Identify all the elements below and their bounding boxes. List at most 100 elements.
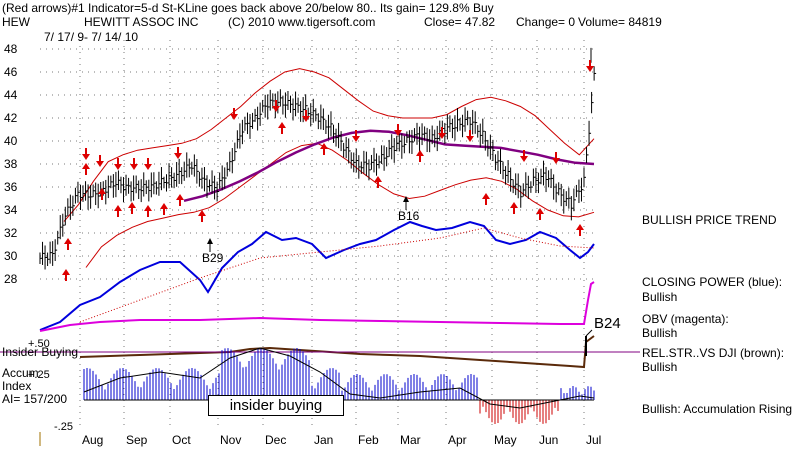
- obv-title: OBV (magenta):: [642, 312, 729, 326]
- buy-arrow-head: [160, 203, 168, 209]
- month-label-nov: Nov: [220, 433, 241, 447]
- ytick-28: 28: [4, 272, 18, 286]
- buy-arrow-head: [278, 122, 286, 128]
- buy-arrow-head: [510, 202, 518, 208]
- rel-strength-title: REL.STR..VS DJI (brown):: [642, 346, 785, 360]
- buy-arrow-head: [198, 210, 206, 216]
- buy-arrow-head: [82, 163, 90, 169]
- month-label-sep: Sep: [126, 433, 148, 447]
- month-label-feb: Feb: [358, 433, 379, 447]
- sell-arrow-head: [130, 164, 138, 170]
- change-value: Change= 0: [516, 15, 576, 29]
- moving-average: [183, 129, 595, 203]
- buy-arrow-head: [374, 176, 382, 182]
- price-bars: [39, 47, 597, 270]
- upper-band: [63, 68, 595, 222]
- ytick-32: 32: [4, 226, 18, 240]
- ytick-46: 46: [4, 65, 18, 79]
- relative-strength-line: [0, 335, 640, 369]
- accum-label: Accum: [2, 366, 39, 380]
- sell-arrow-head: [144, 164, 152, 170]
- month-label-aug: Aug: [82, 433, 103, 447]
- indicator-header: (Red arrows)#1 Indicator=5-d St-KLine go…: [2, 1, 494, 15]
- closing-power: [39, 220, 595, 331]
- buy-arrow-head: [576, 224, 584, 230]
- ytick-40: 40: [4, 134, 18, 148]
- accum-minus25-label: -.25: [54, 421, 73, 433]
- month-label-jan: Jan: [314, 433, 333, 447]
- ytick-42: 42: [4, 111, 18, 125]
- sell-arrow-head: [586, 66, 594, 72]
- chart-grid: [39, 40, 594, 446]
- b29-label-arrow-head: [207, 238, 213, 244]
- x-axis-month-labels: Aug Sep Oct Nov Dec Jan Feb Mar Apr May Jun Jul: [82, 433, 601, 447]
- closing-power-title: CLOSING POWER (blue):: [642, 275, 783, 289]
- month-label-jul: Jul: [586, 433, 601, 447]
- month-label-oct: Oct: [172, 433, 191, 447]
- buy-arrow-head: [416, 150, 424, 156]
- ai-value: AI= 157/200: [2, 392, 68, 406]
- price-trend-label: BULLISH PRICE TREND: [642, 213, 777, 227]
- ytick-30: 30: [4, 249, 18, 263]
- b24-label: B24: [594, 315, 621, 332]
- accum-plus25-label: +.25: [28, 369, 50, 381]
- accum-trend-line: [83, 347, 595, 409]
- b16-label-arrow-head: [403, 196, 409, 202]
- month-label-jun: Jun: [539, 433, 558, 447]
- ytick-48: 48: [4, 42, 18, 56]
- buy-arrow-head: [144, 205, 152, 211]
- close-price: Close= 47.82: [424, 15, 496, 29]
- ytick-34: 34: [4, 203, 18, 217]
- buy-arrow-head: [62, 269, 70, 275]
- ytick-44: 44: [4, 88, 18, 102]
- sell-arrow-head: [230, 114, 238, 120]
- company-name: HEWITT ASSOC INC: [84, 15, 199, 29]
- insider-buying-box: insider buying: [208, 395, 344, 416]
- sell-arrow-head: [174, 153, 182, 159]
- rel-strength-value: Bullish: [642, 360, 678, 374]
- month-label-may: May: [494, 433, 517, 447]
- month-label-dec: Dec: [265, 433, 286, 447]
- month-label-apr: Apr: [448, 433, 467, 447]
- buy-arrow-head: [536, 208, 544, 214]
- chart-annotations: B29 B16 B24: [202, 196, 621, 356]
- sell-arrow-head: [114, 164, 122, 170]
- sell-arrow-head: [352, 136, 360, 142]
- sell-arrow-head: [466, 136, 474, 142]
- date-range: 7/ 17/ 9- 7/ 14/ 10: [44, 30, 139, 44]
- buy-arrow-head: [176, 194, 184, 200]
- b29-label: B29: [202, 251, 224, 265]
- b24-pointer: [585, 329, 593, 337]
- lower-band: [85, 142, 595, 268]
- closing-power-ma: [79, 227, 595, 323]
- y-axis-tick-labels: 28 30 32 34 36 38 40 42 44 46 48: [4, 42, 18, 286]
- copyright-text: (C) 2010 www.tigersoft.com: [228, 15, 376, 29]
- insider-buying-label: Insider Buying: [2, 345, 79, 359]
- ytick-36: 36: [4, 180, 18, 194]
- ytick-38: 38: [4, 157, 18, 171]
- obv-value: Bullish: [642, 326, 678, 340]
- buy-arrow-head: [98, 188, 106, 194]
- sell-arrow-head: [302, 116, 310, 122]
- month-label-mar: Mar: [400, 433, 421, 447]
- buy-arrow-head: [320, 143, 328, 149]
- relative-strength: [79, 335, 595, 369]
- sell-arrow-head: [82, 154, 90, 160]
- obv: [39, 281, 595, 332]
- buy-arrow-head: [64, 238, 72, 244]
- index-label: Index: [2, 379, 32, 393]
- b16-label: B16: [398, 209, 420, 223]
- sell-arrow-head: [438, 133, 446, 139]
- price-bands: [63, 68, 595, 268]
- sell-arrow-head: [552, 158, 560, 164]
- accumulation-status: Bullish: Accumulation Rising: [642, 402, 793, 416]
- closing-power-value: Bullish: [642, 290, 678, 304]
- sell-arrow-head: [272, 106, 280, 112]
- sell-arrow-head: [96, 161, 104, 167]
- ticker-symbol: HEW: [2, 15, 30, 29]
- volume-value: Volume= 84819: [578, 15, 662, 29]
- sell-arrow-head: [394, 130, 402, 136]
- buy-arrow-head: [482, 193, 490, 199]
- obv-line: [39, 281, 595, 332]
